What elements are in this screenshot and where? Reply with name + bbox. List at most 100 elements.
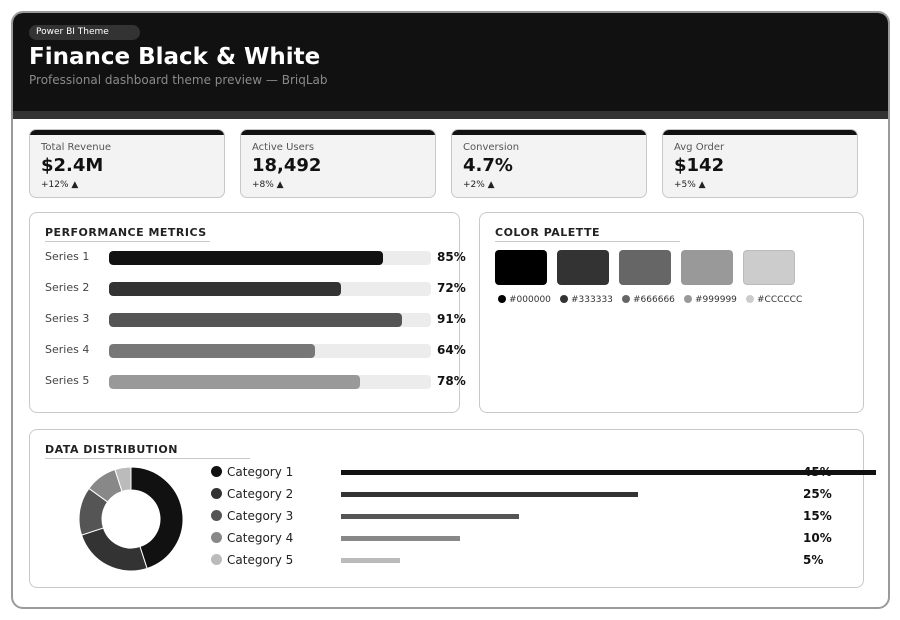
header-divider — [13, 111, 888, 119]
perf-bar-fill — [109, 344, 316, 358]
data-distribution-card: DATA DISTRIBUTION Category 1 45% Categor… — [29, 429, 876, 588]
category-row-1: Category 1 45% — [211, 464, 876, 480]
perf-bar-fill — [109, 375, 361, 389]
donut-slice-category-5 — [114, 466, 132, 493]
kpi-accent-bar — [30, 130, 224, 135]
kpi-delta: +12% ▲ — [41, 180, 79, 190]
category-row-3: Category 3 15% — [211, 508, 851, 524]
perf-row-series-4: Series 4 64% — [45, 342, 466, 358]
perf-label: Series 3 — [45, 312, 90, 325]
perf-value: 91% — [437, 312, 466, 326]
kpi-card-total-revenue: Total Revenue $2.4M +12% ▲ — [29, 129, 225, 198]
category-row-5: Category 5 5% — [211, 552, 851, 568]
category-label: Category 1 — [227, 465, 294, 479]
header: Power BI Theme Finance Black & White Pro… — [13, 13, 888, 111]
swatch-hex-label: #666666 — [622, 295, 675, 305]
kpi-label: Conversion — [463, 142, 520, 153]
perf-row-series-2: Series 2 72% — [45, 280, 466, 296]
swatch-dot — [498, 295, 506, 303]
donut-slice-category-2 — [80, 527, 148, 572]
kpi-value: $142 — [674, 155, 725, 176]
perf-value: 72% — [437, 281, 466, 295]
kpi-value: 18,492 — [252, 155, 322, 176]
swatch-hex: #333333 — [571, 295, 613, 305]
color-swatch — [681, 250, 733, 285]
swatch-hex-label: #CCCCCC — [746, 295, 802, 305]
kpi-delta: +2% ▲ — [463, 180, 495, 190]
category-label: Category 4 — [227, 531, 294, 545]
category-value: 25% — [803, 487, 832, 501]
category-bar — [341, 492, 638, 497]
perf-bar-fill — [109, 313, 403, 327]
perf-label: Series 4 — [45, 343, 90, 356]
color-palette-card: COLOR PALETTE #000000 #333333 #666666 #9… — [479, 212, 864, 413]
perf-label: Series 5 — [45, 374, 90, 387]
category-dot — [211, 554, 222, 565]
kpi-card-active-users: Active Users 18,492 +8% ▲ — [240, 129, 436, 198]
perf-value: 78% — [437, 374, 466, 388]
kpi-accent-bar — [663, 130, 857, 135]
category-label: Category 5 — [227, 553, 294, 567]
swatch-dot — [746, 295, 754, 303]
donut-slice-category-1 — [130, 466, 184, 570]
category-dot — [211, 466, 222, 477]
page-title: Finance Black & White — [29, 44, 321, 70]
card-title: PERFORMANCE METRICS — [45, 226, 207, 239]
color-swatch — [619, 250, 671, 285]
card-title-rule — [45, 241, 210, 242]
perf-label: Series 2 — [45, 281, 90, 294]
perf-row-series-1: Series 1 85% — [45, 249, 466, 265]
perf-bar-fill — [109, 251, 383, 265]
perf-label: Series 1 — [45, 250, 90, 263]
kpi-label: Total Revenue — [41, 142, 112, 153]
perf-value: 64% — [437, 343, 466, 357]
card-title-rule — [45, 458, 250, 459]
swatch-hex-label: #333333 — [560, 295, 613, 305]
kpi-card-conversion: Conversion 4.7% +2% ▲ — [451, 129, 647, 198]
category-label: Category 2 — [227, 487, 294, 501]
kpi-value: $2.4M — [41, 155, 104, 176]
swatch-hex: #666666 — [633, 295, 675, 305]
kpi-delta: +8% ▲ — [252, 180, 284, 190]
kpi-accent-bar — [452, 130, 646, 135]
card-title: COLOR PALETTE — [495, 226, 601, 239]
page-subtitle: Professional dashboard theme preview — B… — [29, 73, 328, 87]
swatch-dot — [560, 295, 568, 303]
perf-track — [109, 344, 431, 358]
category-bar — [341, 536, 460, 541]
perf-row-series-5: Series 5 78% — [45, 373, 466, 389]
swatch-hex-label: #000000 — [498, 295, 551, 305]
swatch-dot — [622, 295, 630, 303]
kpi-card-avg-order: Avg Order $142 +5% ▲ — [662, 129, 858, 198]
category-dot — [211, 532, 222, 543]
kpi-value: 4.7% — [463, 155, 513, 176]
category-bar — [341, 514, 519, 519]
kpi-label: Active Users — [252, 142, 315, 153]
card-title-rule — [495, 241, 680, 242]
perf-row-series-3: Series 3 91% — [45, 311, 466, 327]
card-title: DATA DISTRIBUTION — [45, 443, 178, 456]
category-dot — [211, 488, 222, 499]
category-dot — [211, 510, 222, 521]
category-row-4: Category 4 10% — [211, 530, 851, 546]
category-value: 5% — [803, 553, 824, 567]
kpi-accent-bar — [241, 130, 435, 135]
perf-track — [109, 375, 431, 389]
perf-track — [109, 251, 431, 265]
kpi-label: Avg Order — [674, 142, 725, 153]
category-value: 10% — [803, 531, 832, 545]
color-swatch — [743, 250, 795, 285]
perf-value: 85% — [437, 250, 466, 264]
perf-track — [109, 282, 431, 296]
color-swatch — [557, 250, 609, 285]
donut-chart — [78, 466, 184, 572]
category-row-2: Category 2 25% — [211, 486, 851, 502]
category-bar — [341, 558, 400, 563]
swatch-hex-label: #999999 — [684, 295, 737, 305]
category-label: Category 3 — [227, 509, 294, 523]
swatch-hex: #CCCCCC — [757, 295, 803, 305]
category-bar — [341, 470, 876, 475]
kpi-delta: +5% ▲ — [674, 180, 706, 190]
perf-bar-fill — [109, 282, 341, 296]
color-swatch — [495, 250, 547, 285]
